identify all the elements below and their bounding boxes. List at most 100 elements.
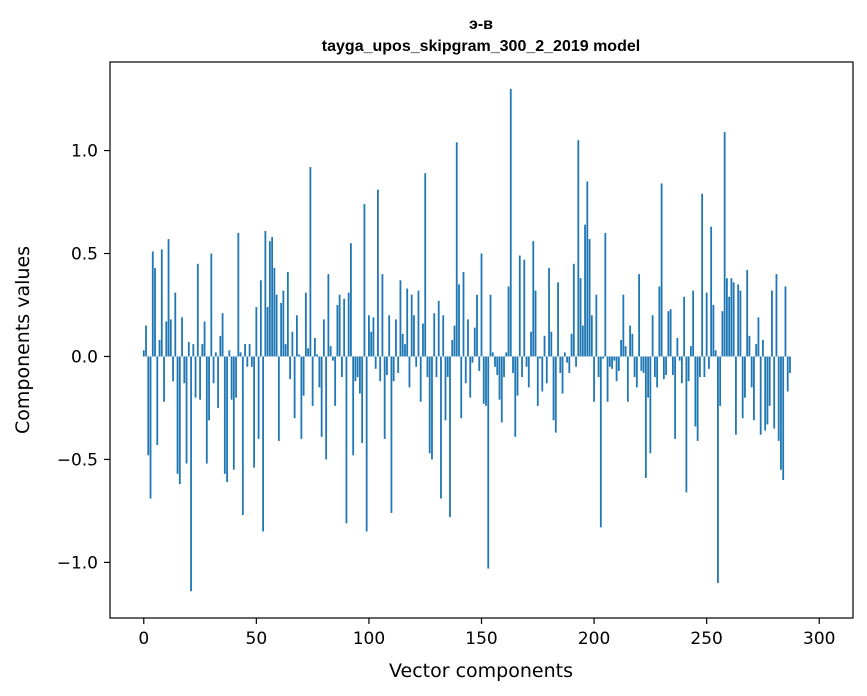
bar [611,356,613,369]
bar [235,356,237,398]
bar [329,346,332,357]
bar [395,319,397,357]
bar [230,356,233,400]
bar [570,333,573,357]
bar [208,356,210,421]
bar [462,272,465,357]
bar [365,356,368,532]
bar [293,356,296,419]
bar [719,356,722,406]
bar [282,290,285,357]
bar [559,356,562,373]
bar [775,274,778,357]
bar [273,267,276,357]
bar [593,356,595,402]
bar [203,321,206,357]
bar [491,352,494,357]
bar [192,344,195,357]
bar [253,356,255,468]
bar [449,356,451,518]
bar [478,356,481,371]
x-tick-label: 150 [465,629,497,649]
bar [194,356,197,398]
bar [514,356,517,437]
bar [539,356,541,359]
bar [160,249,163,357]
bar [347,292,350,357]
bar [590,315,593,357]
bar [154,267,156,357]
bar [264,230,267,357]
bar [487,356,490,569]
bar [572,263,575,357]
bar [631,333,634,357]
bar [744,356,746,398]
bar [789,356,791,373]
bar [451,340,454,357]
bar [762,340,764,357]
bar [467,319,469,357]
bar [728,296,731,357]
x-tick-label: 50 [246,629,268,649]
x-tick-label: 100 [353,629,385,649]
bar [458,284,460,357]
bar [442,315,445,357]
bar [217,356,219,408]
bar [602,356,604,359]
bar [309,167,312,357]
bar [304,292,307,357]
bar [464,356,467,384]
bar [435,356,438,378]
bar [496,356,499,375]
bar [176,356,179,474]
bar [383,356,386,439]
bar [169,319,172,357]
y-tick-label: 0.0 [71,347,98,367]
bar [354,356,357,382]
bar [741,356,744,419]
bar [178,356,181,485]
bar [647,356,650,398]
bar [735,356,737,435]
x-tick-label: 250 [690,629,722,649]
bar [516,356,519,396]
bar [755,344,758,357]
bar [142,350,145,357]
bar [239,352,242,357]
bar [397,356,400,373]
bar [322,319,325,357]
bar [764,356,767,431]
bar [554,356,557,433]
bar [444,356,447,421]
bar [597,356,600,378]
bar [300,356,303,439]
bar [473,327,476,357]
bar [525,356,528,367]
bar [662,356,665,380]
bar [368,315,370,357]
bar [563,352,566,357]
bar [548,267,550,357]
bar [311,356,314,406]
bar [557,282,559,357]
bar [325,356,328,460]
bar [313,337,316,357]
bar [606,356,609,402]
bar [370,331,373,357]
bar [518,255,521,357]
bar [669,309,672,357]
bar [374,356,377,369]
bar [505,352,508,357]
bar [615,356,618,382]
bar [259,280,262,357]
bar [485,356,487,406]
bar [676,337,679,357]
bar [696,356,699,441]
bar [512,356,514,373]
bar [352,356,355,456]
bar [165,321,168,357]
bar [262,356,264,532]
bar [498,356,501,400]
bar [406,288,409,357]
